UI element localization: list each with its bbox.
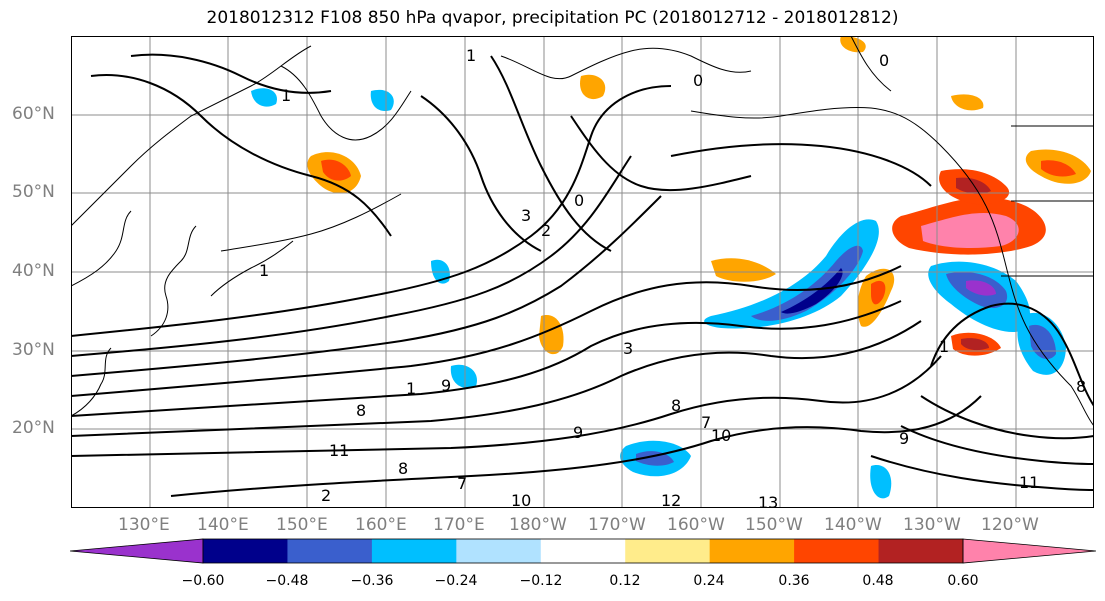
lon-label: 140°W [824, 515, 882, 535]
contour-label: 1 [466, 46, 476, 65]
contour-label: 7 [701, 413, 711, 432]
lat-label: 40°N [12, 261, 55, 281]
colorbar-segment [287, 539, 373, 563]
lat-label: 60°N [12, 104, 55, 124]
colorbar-extend-high [962, 538, 1096, 564]
colorbar-tick-label: −0.36 [350, 573, 394, 589]
contour-label: 9 [573, 423, 583, 442]
contour-label: 13 [758, 493, 778, 508]
lon-label: 160°W [667, 515, 725, 535]
contour-label: 1 [259, 261, 269, 280]
lon-label: 130°E [118, 515, 170, 535]
contour-label: 3 [521, 206, 531, 225]
contour-label: 8 [356, 401, 366, 420]
map-panel: 1 1 0 0 3 2 0 3 1 1 9 8 7 8 9 10 11 8 7 … [71, 36, 1094, 508]
contour-label: 8 [398, 459, 408, 478]
contour-label: 3 [623, 339, 633, 358]
contour-label: 12 [661, 491, 681, 508]
colorbar [70, 538, 1096, 564]
contour-labels: 1 1 0 0 3 2 0 3 1 1 9 8 7 8 9 10 11 8 7 … [259, 46, 1086, 508]
colorbar-tick-label: −0.24 [434, 573, 478, 589]
contour-label: 11 [1019, 473, 1039, 492]
colorbar-tick-label: 0.12 [609, 573, 641, 589]
colorbar-tick-label: 0.24 [693, 573, 725, 589]
contour-label: 1 [406, 379, 416, 398]
colorbar-tick-label: −0.12 [519, 573, 563, 589]
lon-label: 160°E [355, 515, 407, 535]
colorbar-segment [203, 539, 288, 563]
lon-label: 180°W [509, 515, 567, 535]
contour-label: 10 [711, 426, 731, 445]
map-title: 2018012312 F108 850 hPa qvapor, precipit… [206, 8, 899, 28]
lon-label: 140°E [197, 515, 249, 535]
contour-label: 1 [939, 337, 949, 356]
lat-label: 30°N [12, 340, 55, 360]
lat-label: 20°N [12, 418, 55, 438]
qvapor-contours [71, 53, 1094, 497]
contour-label: 0 [693, 71, 703, 90]
contour-label: 8 [671, 396, 681, 415]
contour-label: 7 [457, 474, 467, 493]
contour-label: 9 [899, 429, 909, 448]
colorbar-border [202, 538, 964, 564]
colorbar-tick-label: 0.48 [862, 573, 894, 589]
colorbar-segment [540, 539, 626, 563]
contour-label: 10 [511, 491, 531, 508]
colorbar-tick-label: −0.48 [265, 573, 309, 589]
lon-label: 170°E [433, 515, 485, 535]
contour-label: 0 [879, 51, 889, 70]
contour-label: 9 [441, 376, 451, 395]
lon-label: 150°W [745, 515, 803, 535]
map-border [71, 36, 1094, 508]
contour-label: 2 [541, 221, 551, 240]
lon-label: 130°W [903, 515, 961, 535]
colorbar-segment [878, 539, 964, 563]
colorbar-segment [371, 539, 457, 563]
lat-label: 50°N [12, 182, 55, 202]
contour-label: 2 [321, 486, 331, 505]
contour-label: 1 [281, 86, 291, 105]
shaded-anomalies [251, 36, 1091, 499]
graticule [71, 36, 1094, 508]
coastlines [71, 36, 1094, 427]
lon-label: 120°W [981, 515, 1039, 535]
lon-label: 150°E [276, 515, 328, 535]
colorbar-segments [70, 538, 1096, 564]
contour-label: 0 [574, 191, 584, 210]
contour-label: 11 [329, 441, 349, 460]
colorbar-tick-label: −0.60 [181, 573, 225, 589]
colorbar-extend-low [70, 538, 204, 564]
colorbar-tick-label: 0.36 [778, 573, 810, 589]
colorbar-segment [794, 539, 880, 563]
colorbar-segment [709, 539, 795, 563]
colorbar-segment [456, 539, 542, 563]
colorbar-segment [625, 539, 711, 563]
colorbar-tick-label: 0.60 [947, 573, 979, 589]
contour-label: 8 [1076, 377, 1086, 396]
lon-label: 170°W [588, 515, 646, 535]
